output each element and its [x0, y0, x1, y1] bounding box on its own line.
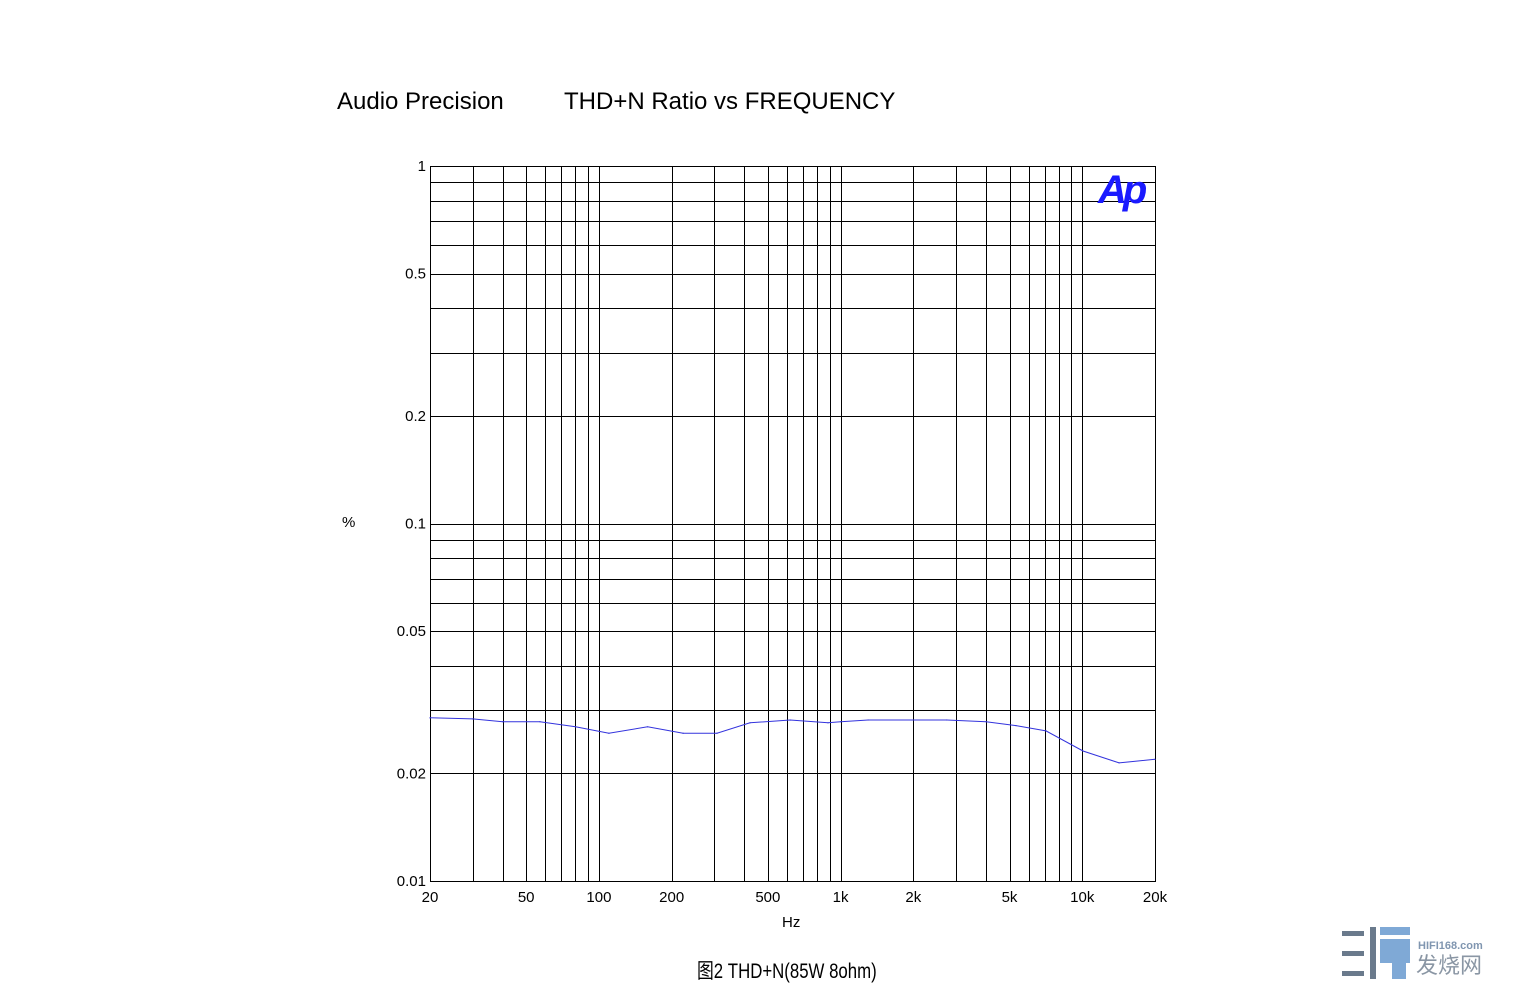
plot-frame — [430, 166, 1156, 882]
x-tick-label: 20k — [1143, 889, 1168, 906]
x-tick-label: 50 — [518, 889, 535, 906]
x-tick-label: 500 — [755, 889, 780, 906]
x-tick-label: 2k — [905, 889, 921, 906]
x-tick-label: 20 — [422, 889, 439, 906]
watermark-name: 发烧网 — [1416, 954, 1482, 979]
y-tick-label: 0.1 — [405, 516, 426, 533]
data-point — [1082, 750, 1084, 752]
x-tick-label: 5k — [1002, 889, 1018, 906]
data-point — [985, 721, 987, 723]
data-point — [1154, 758, 1156, 760]
data-point — [1015, 725, 1017, 727]
data-point — [646, 726, 649, 728]
watermark-logo: HIFI168.com 发烧网 — [1340, 925, 1500, 990]
data-point — [682, 732, 684, 734]
data-point — [608, 732, 610, 734]
data-point — [827, 722, 829, 724]
data-point — [839, 721, 842, 723]
ap-logo: Ap — [1097, 168, 1147, 212]
y-tick-label: 0.01 — [397, 873, 426, 890]
x-tick-label: 200 — [659, 889, 684, 906]
y-tick-label: 1 — [418, 158, 426, 175]
data-point — [716, 732, 718, 734]
data-point — [867, 719, 869, 721]
data-point — [502, 721, 504, 723]
data-point — [429, 717, 431, 719]
watermark-site: HIFI168.com — [1418, 940, 1483, 952]
figure-caption: 图2 THD+N(85W 8ohm) — [697, 960, 877, 983]
data-point — [789, 719, 791, 721]
brand-label: Audio Precision — [337, 88, 504, 115]
chart-title: THD+N Ratio vs FREQUENCY — [564, 88, 896, 115]
y-axis-label: % — [342, 514, 356, 531]
x-tick-label: 10k — [1070, 889, 1095, 906]
series-line — [429, 717, 1156, 764]
data-point — [749, 722, 751, 724]
y-tick-label: 0.2 — [405, 408, 426, 425]
x-axis-label: Hz — [782, 914, 801, 931]
data-point — [574, 726, 577, 728]
data-point — [1118, 762, 1120, 764]
y-tick-label: 0.02 — [397, 765, 426, 782]
data-point — [946, 719, 948, 721]
data-point — [1045, 730, 1047, 732]
data-point — [471, 718, 474, 720]
data-point — [539, 721, 541, 723]
y-tick-label: 0.5 — [405, 266, 426, 283]
y-tick-label: 0.05 — [397, 623, 426, 640]
x-tick-label: 100 — [586, 889, 611, 906]
x-tick-label: 1k — [833, 889, 849, 906]
